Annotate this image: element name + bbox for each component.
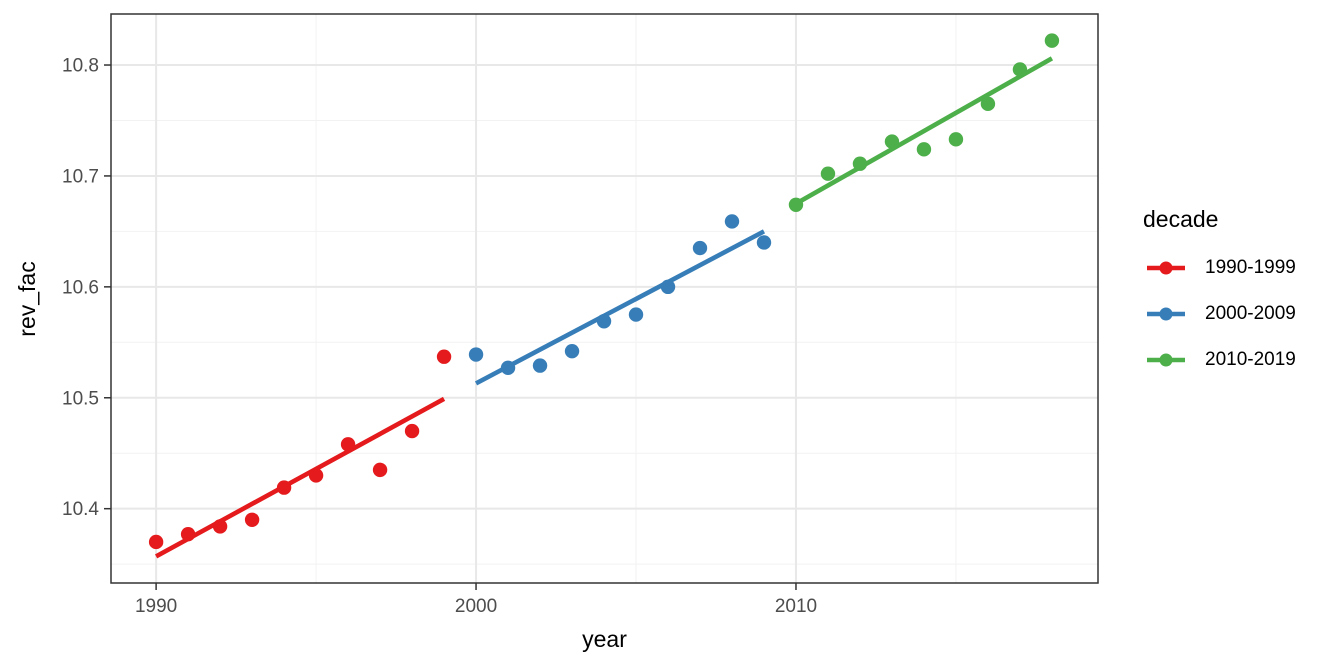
y-tick-label: 10.4 [62,499,99,520]
legend-key-line-dot-icon [1147,261,1185,275]
trend-line [155,396,446,559]
data-point [660,279,676,295]
trend-line [474,229,766,386]
data-point [500,360,516,376]
data-point [692,240,708,256]
legend-label: 2000-2009 [1205,303,1296,324]
data-point [340,437,356,452]
legend-label: 2010-2019 [1205,349,1296,370]
y-tick-label: 10.5 [62,388,99,409]
data-point [436,349,452,364]
data-point [404,423,420,439]
data-point [756,235,772,250]
legend-entry: 2000-2009 [1125,303,1340,325]
data-point [244,512,260,527]
legend-label: 1990-1999 [1205,257,1296,278]
data-point [852,156,868,171]
data-point [1012,62,1028,77]
legend: decade 1990-1999 2000-2009 2010-2019 [1125,206,1340,395]
x-axis-title: year [582,626,627,652]
data-point [628,307,644,322]
legend-entry: 2010-2019 [1125,349,1340,371]
legend-entry: 1990-1999 [1125,257,1340,279]
data-point [884,134,900,149]
legend-key-line-dot-icon [1147,307,1185,321]
trend-line [794,56,1054,206]
panel-background [111,14,1098,583]
legend-key-line-dot-icon [1147,353,1185,367]
data-point [788,197,804,212]
x-tick-label: 2000 [455,596,497,617]
y-tick-label: 10.7 [62,166,99,187]
data-point [372,462,388,478]
y-tick-label: 10.6 [62,277,99,298]
data-point [1044,33,1060,48]
data-point [212,519,228,534]
data-point [596,314,612,329]
x-tick-label: 1990 [135,596,177,617]
data-point [980,96,996,112]
legend-title: decade [1143,206,1219,232]
data-point [276,480,292,495]
y-axis-title: rev_fac [14,261,40,337]
data-point [532,358,548,373]
data-point [724,214,740,229]
data-point [948,132,964,147]
x-tick-label: 2010 [775,596,817,617]
panel-border [110,13,1099,584]
data-point [468,347,484,362]
data-point [180,526,196,542]
data-point [148,534,164,550]
data-point [308,468,324,483]
data-point [916,142,932,157]
data-point [564,343,580,359]
data-point [820,166,836,181]
y-tick-label: 10.8 [62,56,99,77]
